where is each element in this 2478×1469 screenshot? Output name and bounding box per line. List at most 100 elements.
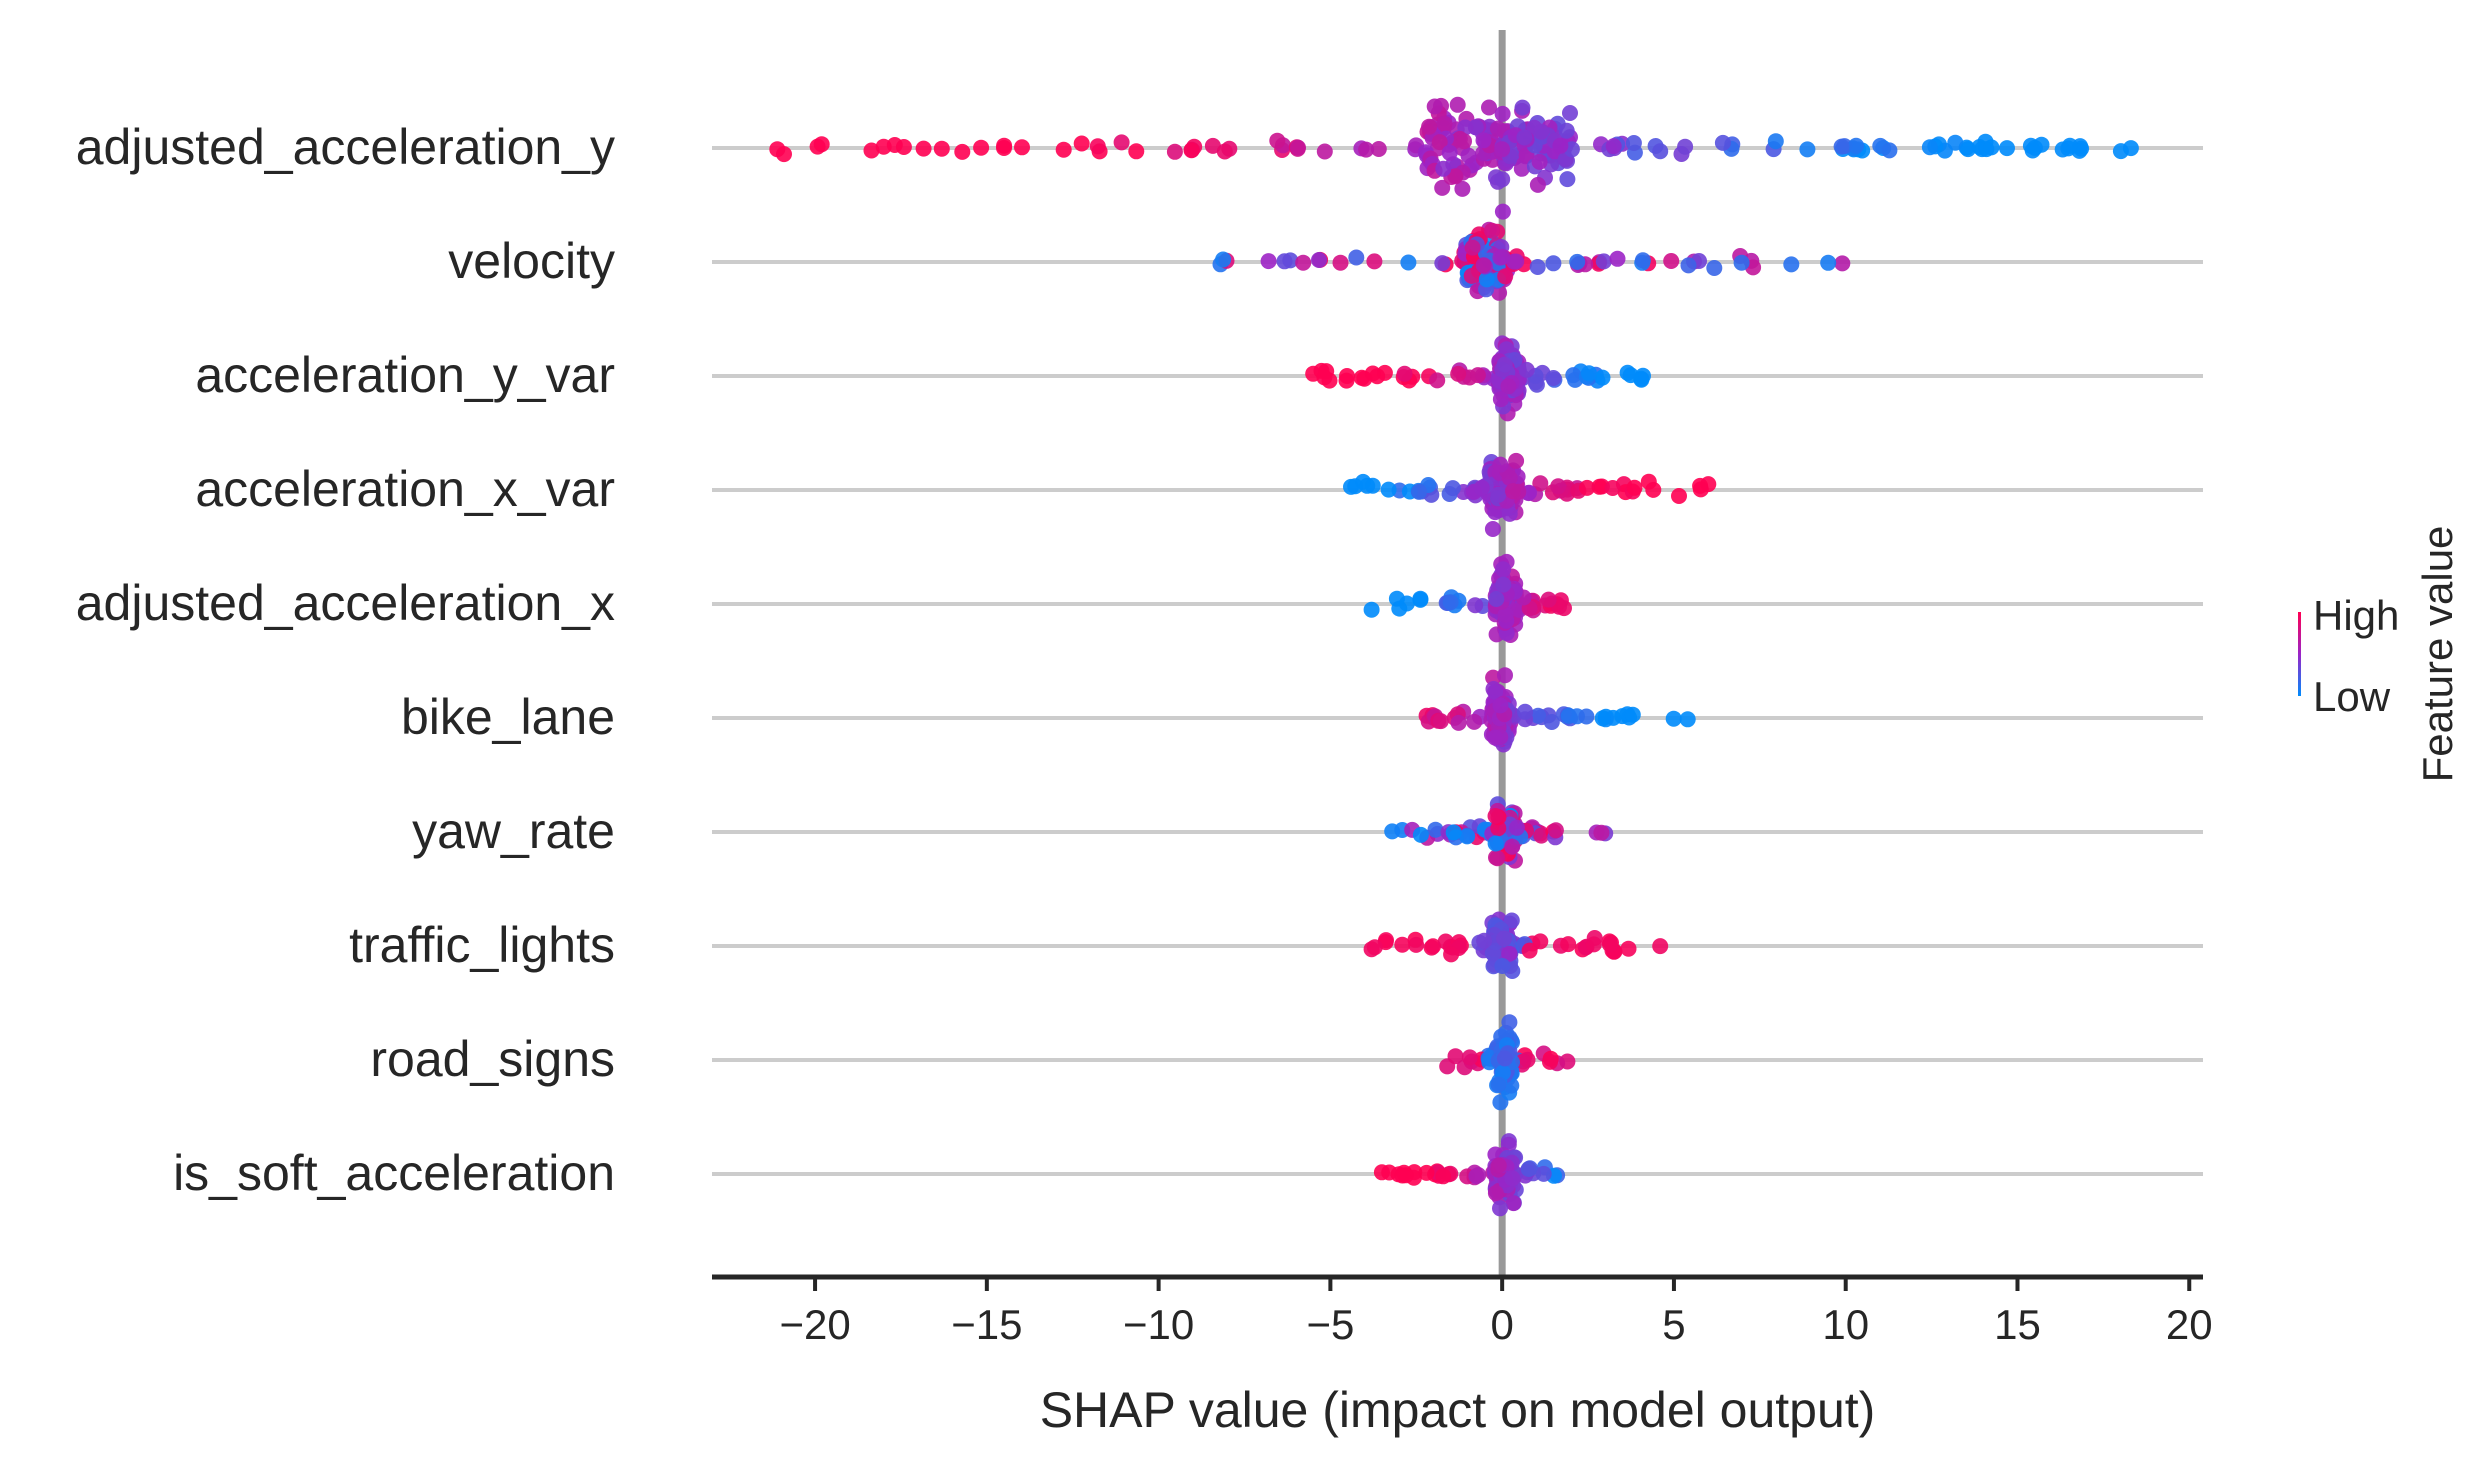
shap-dot	[1487, 1185, 1504, 1202]
shap-dot	[1313, 362, 1330, 379]
feature-label: adjusted_acceleration_y	[76, 119, 615, 175]
shap-dot	[1634, 252, 1651, 269]
shap-dot	[1652, 143, 1669, 160]
shap-dot	[1581, 365, 1597, 382]
shap-dot	[813, 136, 830, 153]
shap-dot	[1529, 259, 1546, 275]
shap-dot	[1497, 667, 1513, 684]
shap-dot	[1364, 365, 1381, 382]
shap-dot	[1533, 827, 1550, 844]
shap-dot	[1593, 824, 1610, 841]
shap-dot	[1269, 132, 1286, 149]
x-tick-label: −15	[951, 1301, 1022, 1348]
shap-dot	[1435, 1168, 1452, 1185]
shap-dot	[1216, 143, 1233, 160]
shap-dot	[1423, 939, 1440, 956]
shap-dot	[1494, 171, 1511, 188]
shap-dot	[1400, 254, 1417, 271]
shap-dot	[1594, 369, 1611, 386]
shap-dot	[776, 146, 792, 163]
shap-dot	[1014, 139, 1030, 156]
shap-dot	[1501, 470, 1518, 486]
shap-dot	[1531, 153, 1548, 170]
shap-dot	[1476, 932, 1493, 949]
colorbar-title: Feature value	[2414, 526, 2461, 783]
shap-dot	[1594, 710, 1611, 727]
shap-dot	[1601, 936, 1618, 953]
shap-dot	[1540, 591, 1557, 608]
shap-dot	[1431, 134, 1448, 151]
shap-dot	[1358, 141, 1375, 158]
shap-dot	[1089, 138, 1106, 155]
shap-dot	[1591, 478, 1608, 495]
shap-dot	[1466, 713, 1483, 730]
shap-dot	[1215, 251, 1232, 268]
shap-dot	[1542, 1053, 1558, 1070]
shap-dot	[1494, 958, 1511, 974]
shap-dot	[1295, 254, 1312, 271]
shap-dot	[1490, 1076, 1507, 1093]
shap-dot	[1494, 203, 1511, 220]
shap-dot	[1517, 703, 1534, 720]
shap-dot	[1513, 160, 1530, 177]
shap-dot	[1559, 171, 1576, 188]
shap-dot	[1535, 1165, 1552, 1182]
shap-dot	[1055, 141, 1072, 158]
shap-dot	[1671, 488, 1687, 504]
shap-dot	[1872, 137, 1889, 154]
colorbar-high-label: High	[2313, 592, 2399, 639]
shap-dot	[1665, 710, 1682, 727]
shap-dot	[1515, 1053, 1532, 1070]
shap-dot	[1848, 137, 1865, 154]
shap-dot	[1496, 930, 1512, 947]
shap-dot	[1508, 253, 1525, 270]
shap-dot	[1463, 267, 1480, 284]
shap-dot	[1435, 160, 1452, 177]
feature-label: acceleration_y_var	[195, 347, 615, 403]
shap-dot	[1460, 147, 1477, 164]
feature-label: velocity	[448, 233, 615, 289]
shap-dot	[1432, 713, 1449, 730]
shap-dot	[1441, 144, 1458, 161]
shap-dot	[1347, 478, 1364, 495]
shap-dot	[1427, 821, 1444, 838]
shap-dot	[1494, 248, 1511, 265]
shap-dot	[1332, 254, 1349, 271]
shap-dot	[1501, 505, 1518, 522]
shap-dot	[1363, 601, 1380, 618]
shap-dot	[1622, 367, 1639, 384]
shap-dot	[1706, 260, 1723, 276]
shap-dot	[1692, 481, 1709, 498]
shap-dot	[1464, 239, 1481, 256]
shap-dot	[1595, 253, 1612, 270]
shap-dot	[1454, 180, 1471, 197]
shap-dot	[1469, 367, 1486, 384]
shap-dot	[1447, 168, 1464, 185]
shap-dot	[1450, 365, 1467, 382]
shap-dot	[1947, 134, 1964, 151]
shap-dot	[1461, 1049, 1478, 1066]
shap-dot	[1820, 254, 1837, 271]
feature-label: road_signs	[370, 1031, 615, 1087]
shap-dot	[1585, 936, 1602, 953]
shap-dot	[1999, 140, 2015, 157]
shap-dot	[1366, 939, 1383, 956]
feature-label: acceleration_x_var	[195, 461, 615, 517]
shap-dot	[1834, 255, 1851, 272]
colorbar-low-label: Low	[2313, 673, 2391, 720]
shap-dot	[1679, 711, 1696, 728]
shap-dot	[1518, 361, 1535, 378]
shap-dot	[1783, 256, 1800, 273]
shap-dot	[1418, 1164, 1435, 1181]
shap-dot	[1620, 940, 1637, 957]
shap-dot	[1443, 946, 1460, 963]
shap-dot	[1983, 139, 2000, 156]
shap-dot	[1550, 478, 1567, 495]
shap-dot	[1444, 480, 1461, 497]
shap-dot	[1624, 706, 1641, 723]
shap-dot	[1376, 364, 1393, 381]
shap-dot	[954, 143, 971, 160]
x-axis-label: SHAP value (impact on model output)	[1040, 1382, 1876, 1438]
shap-dot	[996, 137, 1013, 154]
shap-dot	[1605, 138, 1622, 155]
